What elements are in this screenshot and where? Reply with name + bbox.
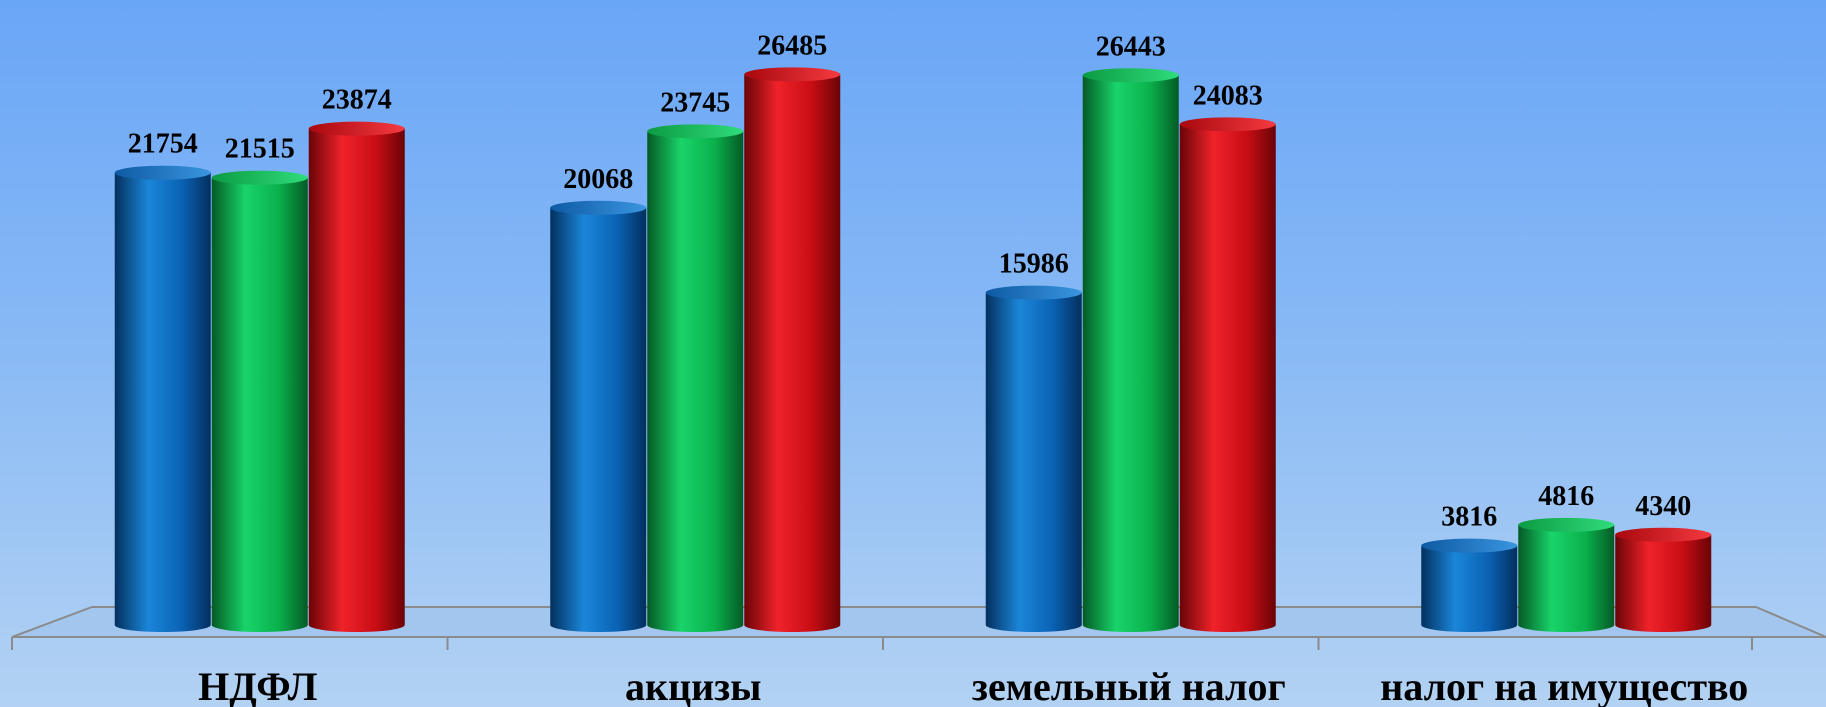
category-label: земельный налог: [972, 664, 1286, 707]
bar-top: [1518, 517, 1615, 532]
bar-top: [985, 285, 1082, 300]
data-label: 4816: [1538, 481, 1594, 512]
data-label: 4340: [1635, 491, 1691, 522]
bar-body: [550, 207, 647, 633]
bar-top: [744, 67, 841, 82]
data-label: 20068: [563, 164, 633, 195]
x-axis-ticks: [11, 637, 1753, 650]
data-label: 23745: [660, 87, 730, 118]
bar: [550, 200, 647, 633]
bar: [308, 121, 405, 633]
data-label: 24083: [1193, 80, 1263, 111]
bar: [1421, 538, 1518, 633]
data-label: 3816: [1441, 502, 1497, 533]
bar-top: [1082, 68, 1179, 83]
bar-top: [211, 170, 308, 185]
bar: [1518, 517, 1615, 633]
bar-body: [114, 172, 211, 633]
category-label: НДФЛ: [198, 664, 317, 707]
bar-body: [1179, 124, 1276, 633]
bar-top: [114, 165, 211, 180]
bar-top: [1615, 527, 1712, 542]
bar-body: [1082, 75, 1179, 633]
bar-body: [647, 131, 744, 633]
bar-body: [985, 292, 1082, 633]
category-labels-group: НДФЛ акцизы земельный налог налог на имущес…: [198, 664, 1748, 707]
data-label: 15986: [999, 249, 1069, 280]
bar: [1615, 527, 1712, 633]
value-labels-group: 21754 21515 23874 20068 23745 26485 15986 26443…: [128, 30, 1692, 532]
bar-top: [308, 121, 405, 136]
data-label: 23874: [322, 85, 392, 116]
bar: [985, 285, 1082, 633]
bar-top: [550, 200, 647, 215]
bar: [744, 67, 841, 633]
bar: [647, 124, 744, 633]
bar-body: [1615, 534, 1712, 633]
category-label: акцизы: [625, 664, 761, 707]
bar-top: [1179, 117, 1276, 132]
bar-body: [1421, 545, 1518, 633]
bar: [1082, 68, 1179, 633]
bar-body: [1518, 524, 1615, 633]
bar-body: [211, 177, 308, 633]
bar: [1179, 117, 1276, 633]
bar: [211, 170, 308, 633]
data-label: 26443: [1096, 31, 1166, 62]
bar-body: [744, 74, 841, 633]
bar-top: [647, 124, 744, 139]
bar-body: [308, 128, 405, 633]
bar: [114, 165, 211, 633]
data-label: 21515: [225, 134, 295, 165]
bar-top: [1421, 538, 1518, 553]
data-label: 21754: [128, 129, 198, 160]
category-label: налог на имущество: [1380, 664, 1748, 707]
data-label: 26485: [757, 30, 827, 61]
bars-group: [114, 67, 1712, 633]
